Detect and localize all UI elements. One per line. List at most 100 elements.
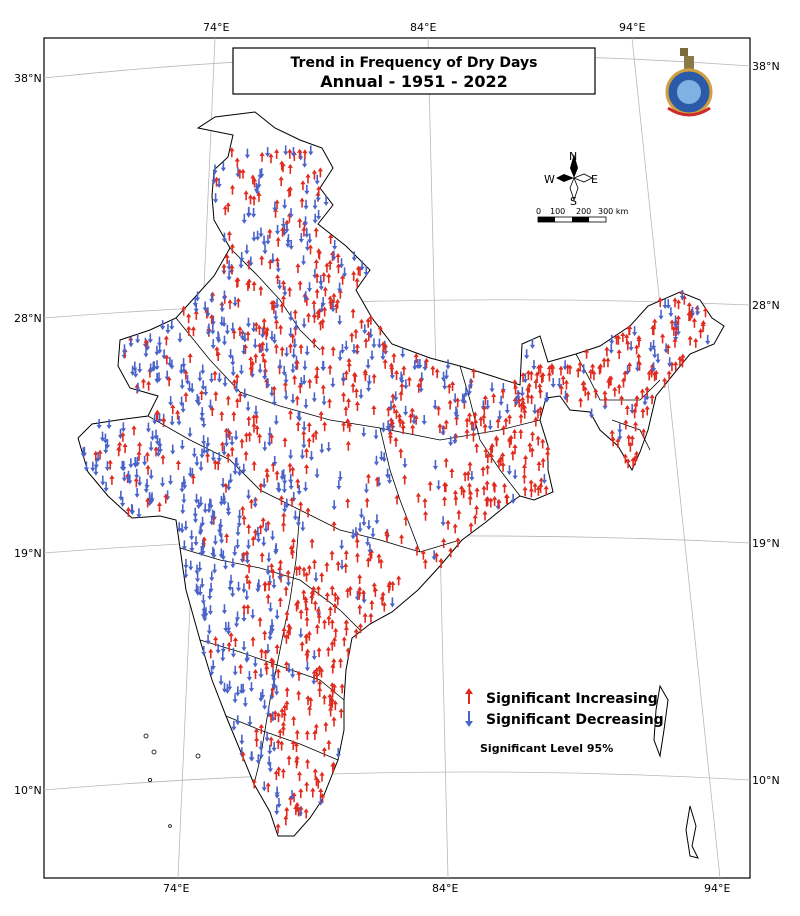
station-decreasing-arrow bbox=[339, 539, 345, 550]
station-increasing-arrow bbox=[390, 580, 396, 591]
station-decreasing-arrow bbox=[257, 363, 263, 374]
station-increasing-arrow bbox=[219, 410, 225, 421]
station-decreasing-arrow bbox=[129, 365, 136, 376]
station-decreasing-arrow bbox=[308, 145, 314, 156]
station-increasing-arrow bbox=[209, 406, 215, 417]
station-increasing-arrow bbox=[659, 333, 666, 344]
station-decreasing-arrow bbox=[148, 493, 155, 504]
station-decreasing-arrow bbox=[562, 390, 569, 401]
station-decreasing-arrow bbox=[373, 455, 380, 466]
station-increasing-arrow bbox=[413, 353, 419, 364]
station-increasing-arrow bbox=[282, 381, 289, 392]
station-decreasing-arrow bbox=[267, 427, 273, 438]
station-increasing-arrow bbox=[503, 417, 509, 428]
station-decreasing-arrow bbox=[519, 386, 525, 397]
station-increasing-arrow bbox=[293, 742, 300, 753]
station-increasing-arrow bbox=[225, 202, 231, 213]
station-increasing-arrow bbox=[500, 452, 506, 463]
station-increasing-arrow bbox=[340, 391, 347, 402]
station-increasing-arrow bbox=[364, 497, 370, 508]
station-increasing-arrow bbox=[290, 466, 296, 477]
station-decreasing-arrow bbox=[80, 447, 86, 458]
station-increasing-arrow bbox=[154, 409, 161, 420]
station-decreasing-arrow bbox=[222, 377, 228, 388]
station-increasing-arrow bbox=[288, 544, 294, 555]
station-increasing-arrow bbox=[609, 429, 615, 440]
station-decreasing-arrow bbox=[275, 262, 281, 273]
station-increasing-arrow bbox=[331, 683, 338, 694]
station-decreasing-arrow bbox=[298, 233, 304, 244]
station-decreasing-arrow bbox=[262, 369, 268, 380]
station-increasing-arrow bbox=[284, 806, 290, 817]
station-increasing-arrow bbox=[281, 512, 287, 523]
station-increasing-arrow bbox=[593, 388, 599, 399]
station-increasing-arrow bbox=[306, 705, 313, 716]
station-decreasing-arrow bbox=[198, 523, 204, 534]
station-increasing-arrow bbox=[481, 485, 487, 496]
station-decreasing-arrow bbox=[361, 516, 367, 527]
station-decreasing-arrow bbox=[282, 502, 288, 513]
station-increasing-arrow bbox=[259, 552, 265, 563]
station-increasing-arrow bbox=[385, 406, 392, 417]
station-increasing-arrow bbox=[275, 274, 281, 285]
station-increasing-arrow bbox=[241, 515, 247, 526]
station-decreasing-arrow bbox=[209, 571, 215, 582]
station-increasing-arrow bbox=[335, 263, 342, 274]
station-decreasing-arrow bbox=[231, 720, 237, 731]
station-increasing-arrow bbox=[300, 180, 306, 191]
station-increasing-arrow bbox=[333, 627, 339, 638]
station-increasing-arrow bbox=[657, 297, 663, 308]
station-decreasing-arrow bbox=[136, 508, 142, 519]
station-decreasing-arrow bbox=[293, 320, 299, 331]
station-increasing-arrow bbox=[254, 736, 260, 747]
station-decreasing-arrow bbox=[303, 199, 309, 210]
station-decreasing-arrow bbox=[469, 470, 475, 481]
station-decreasing-arrow bbox=[182, 479, 188, 490]
station-decreasing-arrow bbox=[230, 647, 237, 658]
station-decreasing-arrow bbox=[200, 380, 206, 391]
station-increasing-arrow bbox=[225, 452, 231, 463]
station-increasing-arrow bbox=[537, 405, 544, 416]
station-increasing-arrow bbox=[430, 365, 436, 376]
station-decreasing-arrow bbox=[374, 514, 380, 525]
station-decreasing-arrow bbox=[203, 385, 209, 396]
station-decreasing-arrow bbox=[264, 342, 270, 353]
station-decreasing-arrow bbox=[220, 477, 226, 488]
station-decreasing-arrow bbox=[103, 443, 109, 454]
station-increasing-arrow bbox=[371, 373, 377, 384]
station-decreasing-arrow bbox=[378, 450, 385, 461]
station-increasing-arrow bbox=[402, 474, 408, 485]
station-decreasing-arrow bbox=[301, 421, 307, 432]
station-decreasing-arrow bbox=[193, 583, 200, 594]
station-decreasing-arrow bbox=[307, 233, 313, 244]
station-increasing-arrow bbox=[279, 707, 285, 718]
station-increasing-arrow bbox=[518, 402, 525, 413]
station-increasing-arrow bbox=[296, 690, 302, 701]
station-decreasing-arrow bbox=[269, 386, 275, 397]
station-increasing-arrow bbox=[687, 310, 693, 321]
station-increasing-arrow bbox=[272, 710, 278, 721]
station-increasing-arrow bbox=[316, 613, 322, 624]
station-increasing-arrow bbox=[624, 404, 630, 415]
legend: Significant Increasing Significant Decre… bbox=[465, 688, 664, 755]
station-increasing-arrow bbox=[403, 515, 409, 526]
station-decreasing-arrow bbox=[303, 398, 309, 409]
station-increasing-arrow bbox=[153, 446, 159, 457]
station-decreasing-arrow bbox=[207, 399, 214, 410]
station-increasing-arrow bbox=[234, 373, 240, 384]
station-increasing-arrow bbox=[276, 766, 282, 777]
station-increasing-arrow bbox=[369, 599, 375, 610]
station-increasing-arrow bbox=[306, 630, 312, 641]
station-increasing-arrow bbox=[353, 628, 359, 639]
station-increasing-arrow bbox=[452, 523, 458, 534]
station-increasing-arrow bbox=[391, 352, 397, 363]
station-decreasing-arrow bbox=[463, 386, 469, 397]
station-decreasing-arrow bbox=[264, 731, 270, 742]
station-decreasing-arrow bbox=[267, 744, 273, 755]
station-increasing-arrow bbox=[321, 271, 327, 282]
station-increasing-arrow bbox=[347, 422, 353, 433]
station-increasing-arrow bbox=[247, 194, 254, 205]
station-decreasing-arrow bbox=[529, 338, 536, 349]
station-decreasing-arrow bbox=[202, 503, 208, 514]
station-increasing-arrow bbox=[522, 486, 528, 497]
